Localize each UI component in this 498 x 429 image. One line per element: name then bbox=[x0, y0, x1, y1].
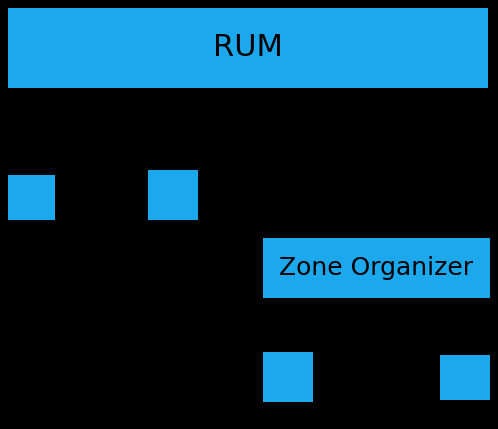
FancyBboxPatch shape bbox=[8, 8, 488, 88]
FancyBboxPatch shape bbox=[263, 238, 490, 298]
Text: Zone Organizer: Zone Organizer bbox=[279, 256, 474, 280]
FancyBboxPatch shape bbox=[263, 352, 313, 402]
FancyBboxPatch shape bbox=[8, 175, 55, 220]
FancyBboxPatch shape bbox=[148, 170, 198, 220]
FancyBboxPatch shape bbox=[440, 355, 490, 400]
Text: RUM: RUM bbox=[213, 33, 283, 63]
